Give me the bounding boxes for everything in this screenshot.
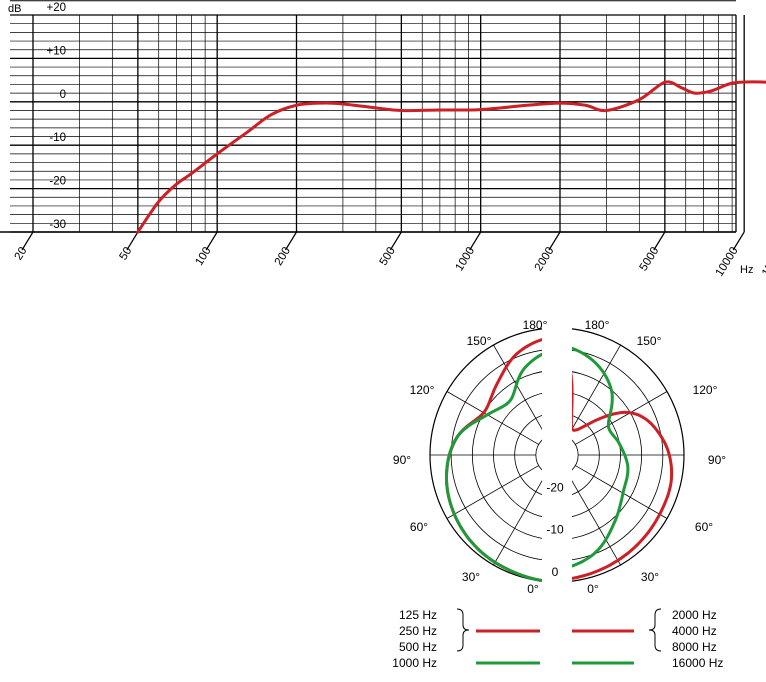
angle-label-left: 90° — [393, 453, 411, 467]
x-tick-label: 50 — [117, 245, 134, 262]
y-axis-unit-label: dB — [8, 3, 21, 15]
polar-series — [445, 335, 674, 584]
x-tick-mark — [732, 231, 745, 251]
legend-brace — [456, 608, 470, 652]
x-tick-mark — [205, 231, 218, 251]
x-tick-mark — [653, 231, 666, 251]
y-tick-label: +10 — [46, 45, 66, 57]
x-tick-mark — [21, 231, 34, 251]
y-tick-label: -20 — [49, 176, 66, 188]
legend-label: 4000 Hz — [672, 624, 717, 638]
x-tick-label: 15000 — [760, 245, 766, 278]
polar-pattern-line — [555, 343, 630, 571]
polar-spoke — [446, 391, 539, 445]
polar-pattern-chart: -20-100 180°150°120°90°60°30°0°180°150°1… — [393, 318, 726, 600]
x-tick-label: 100 — [193, 245, 213, 268]
legend-brace — [648, 608, 662, 652]
y-tick-label: +20 — [46, 2, 66, 14]
legend-label: 1000 Hz — [392, 656, 437, 670]
x-tick-label: 500 — [378, 245, 398, 268]
x-tick-label: 200 — [273, 245, 293, 268]
polar-legend: 125 Hz 250 Hz 500 Hz 1000 Hz 2000 Hz 4000 Hz… — [392, 608, 723, 670]
center-divider-strip — [542, 318, 572, 600]
angle-label-right: 60° — [695, 520, 713, 534]
legend-label: 16000 Hz — [672, 656, 723, 670]
legend-label: 125 Hz — [399, 608, 437, 622]
legend-left: 125 Hz 250 Hz 500 Hz 1000 Hz — [392, 608, 540, 670]
frequency-response-line — [136, 80, 766, 234]
x-tick-label: 2000 — [533, 245, 557, 273]
angle-label-right: 90° — [708, 453, 726, 467]
polar-spoke — [567, 344, 621, 437]
frequency-response-chart: dB +20 +10 0 -10 -20 -30 20 50 100 200 500 1000 200… — [0, 0, 766, 279]
legend-right: 2000 Hz 4000 Hz 8000 Hz 16000 Hz — [572, 608, 723, 670]
angle-label-left: 150° — [467, 334, 492, 348]
legend-label: 500 Hz — [399, 640, 437, 654]
y-tick-label: -30 — [49, 219, 66, 231]
x-tick-mark — [126, 231, 139, 251]
polar-spoke — [446, 465, 539, 519]
y-tick-label: 0 — [60, 89, 66, 101]
x-tick-mark — [469, 231, 482, 251]
polar-pattern-line — [445, 347, 559, 584]
x-tick-label: 5000 — [638, 245, 662, 273]
angle-label-right: 150° — [637, 334, 662, 348]
x-tick-labels: 2050100200500100020005000100001500020000 — [13, 231, 766, 279]
frequency-grid — [0, 0, 745, 233]
x-tick-mark — [389, 231, 402, 251]
angle-label-right: 120° — [693, 383, 718, 397]
polar-spoke — [575, 391, 668, 445]
x-tick-mark — [284, 231, 298, 251]
y-tick-labels: +20 +10 0 -10 -20 -30 — [46, 2, 66, 231]
x-tick-label: 10000 — [714, 245, 741, 278]
frequency-series — [136, 80, 766, 234]
x-tick-mark — [548, 231, 561, 251]
x-axis-unit-label: Hz — [740, 264, 753, 276]
radial-tick-label: -10 — [546, 523, 564, 537]
legend-label: 8000 Hz — [672, 640, 717, 654]
polar-spoke — [567, 473, 621, 566]
y-tick-label: -10 — [49, 132, 66, 144]
angle-label-left: 0° — [527, 582, 539, 596]
polar-pattern-line — [555, 335, 674, 582]
angle-label-left: 120° — [410, 383, 435, 397]
angle-label-right: 180° — [585, 318, 610, 332]
legend-label: 2000 Hz — [672, 608, 717, 622]
polar-spoke — [493, 473, 547, 566]
angle-label-right: 0° — [587, 582, 599, 596]
polar-spoke — [575, 465, 668, 519]
x-tick-label: 1000 — [453, 245, 477, 273]
polar-spoke — [493, 344, 547, 437]
radial-tick-labels: -20 -10 0 — [546, 480, 564, 579]
angle-label-left: 30° — [462, 570, 480, 584]
legend-label: 250 Hz — [399, 624, 437, 638]
angle-labels: 180° 150° 120° 90° 60° 30° 0° 180° 150° 120° 90° 60… — [393, 318, 726, 596]
radial-tick-label: -20 — [546, 480, 564, 494]
angle-label-left: 60° — [410, 520, 428, 534]
radial-tick-label: 0 — [552, 565, 559, 579]
angle-label-right: 30° — [641, 570, 659, 584]
angle-label-left: 180° — [523, 318, 548, 332]
x-tick-label: 20 — [13, 245, 30, 262]
